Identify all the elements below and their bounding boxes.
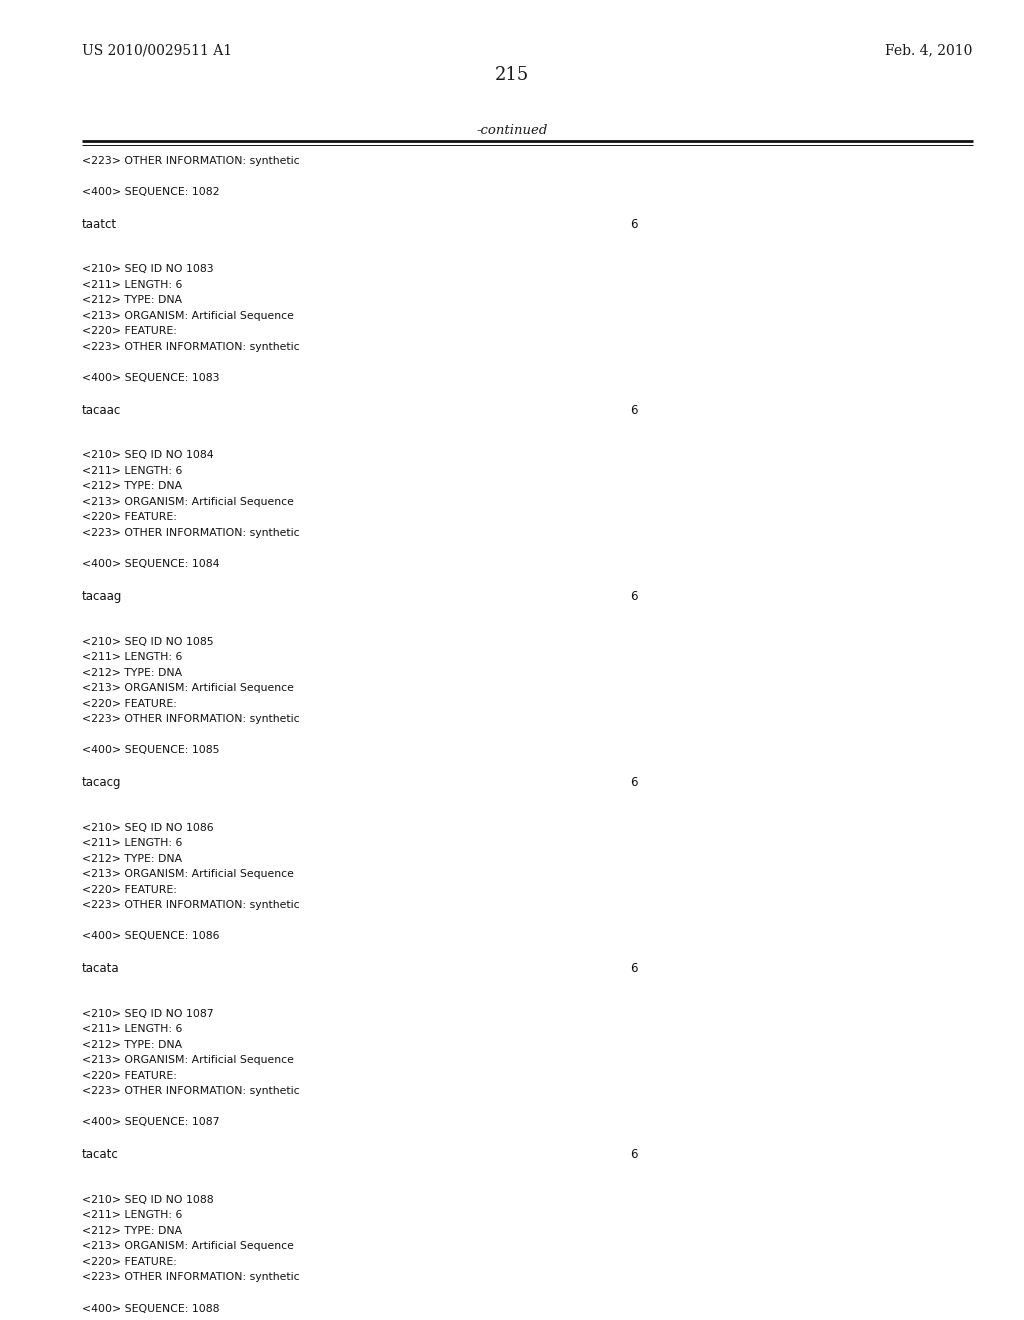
Text: <210> SEQ ID NO 1083: <210> SEQ ID NO 1083 [82, 264, 214, 275]
Text: 6: 6 [630, 590, 637, 603]
Text: 215: 215 [495, 66, 529, 84]
Text: <400> SEQUENCE: 1086: <400> SEQUENCE: 1086 [82, 932, 219, 941]
Text: <212> TYPE: DNA: <212> TYPE: DNA [82, 296, 182, 305]
Text: <210> SEQ ID NO 1087: <210> SEQ ID NO 1087 [82, 1008, 214, 1019]
Text: tacaac: tacaac [82, 404, 121, 417]
Text: <400> SEQUENCE: 1088: <400> SEQUENCE: 1088 [82, 1304, 219, 1313]
Text: <220> FEATURE:: <220> FEATURE: [82, 698, 177, 709]
Text: <223> OTHER INFORMATION: synthetic: <223> OTHER INFORMATION: synthetic [82, 528, 300, 539]
Text: <212> TYPE: DNA: <212> TYPE: DNA [82, 1040, 182, 1049]
Text: <223> OTHER INFORMATION: synthetic: <223> OTHER INFORMATION: synthetic [82, 714, 300, 725]
Text: <211> LENGTH: 6: <211> LENGTH: 6 [82, 1024, 182, 1035]
Text: <210> SEQ ID NO 1085: <210> SEQ ID NO 1085 [82, 636, 214, 647]
Text: taatct: taatct [82, 218, 117, 231]
Text: US 2010/0029511 A1: US 2010/0029511 A1 [82, 44, 232, 58]
Text: <400> SEQUENCE: 1083: <400> SEQUENCE: 1083 [82, 374, 219, 383]
Text: <400> SEQUENCE: 1082: <400> SEQUENCE: 1082 [82, 187, 219, 197]
Text: <210> SEQ ID NO 1088: <210> SEQ ID NO 1088 [82, 1195, 214, 1205]
Text: <213> ORGANISM: Artificial Sequence: <213> ORGANISM: Artificial Sequence [82, 1056, 294, 1065]
Text: <212> TYPE: DNA: <212> TYPE: DNA [82, 1226, 182, 1236]
Text: tacaag: tacaag [82, 590, 122, 603]
Text: Feb. 4, 2010: Feb. 4, 2010 [886, 44, 973, 58]
Text: <220> FEATURE:: <220> FEATURE: [82, 1257, 177, 1267]
Text: <213> ORGANISM: Artificial Sequence: <213> ORGANISM: Artificial Sequence [82, 870, 294, 879]
Text: <223> OTHER INFORMATION: synthetic: <223> OTHER INFORMATION: synthetic [82, 342, 300, 352]
Text: <212> TYPE: DNA: <212> TYPE: DNA [82, 854, 182, 863]
Text: 6: 6 [630, 776, 637, 789]
Text: <213> ORGANISM: Artificial Sequence: <213> ORGANISM: Artificial Sequence [82, 1242, 294, 1251]
Text: <211> LENGTH: 6: <211> LENGTH: 6 [82, 466, 182, 477]
Text: <211> LENGTH: 6: <211> LENGTH: 6 [82, 838, 182, 849]
Text: <223> OTHER INFORMATION: synthetic: <223> OTHER INFORMATION: synthetic [82, 900, 300, 911]
Text: <220> FEATURE:: <220> FEATURE: [82, 1071, 177, 1081]
Text: tacacg: tacacg [82, 776, 122, 789]
Text: <400> SEQUENCE: 1085: <400> SEQUENCE: 1085 [82, 746, 219, 755]
Text: 6: 6 [630, 962, 637, 975]
Text: <211> LENGTH: 6: <211> LENGTH: 6 [82, 1210, 182, 1221]
Text: tacata: tacata [82, 962, 120, 975]
Text: <212> TYPE: DNA: <212> TYPE: DNA [82, 668, 182, 677]
Text: <220> FEATURE:: <220> FEATURE: [82, 512, 177, 523]
Text: <211> LENGTH: 6: <211> LENGTH: 6 [82, 280, 182, 290]
Text: <210> SEQ ID NO 1086: <210> SEQ ID NO 1086 [82, 822, 214, 833]
Text: -continued: -continued [476, 124, 548, 137]
Text: <400> SEQUENCE: 1087: <400> SEQUENCE: 1087 [82, 1118, 219, 1127]
Text: <213> ORGANISM: Artificial Sequence: <213> ORGANISM: Artificial Sequence [82, 498, 294, 507]
Text: <213> ORGANISM: Artificial Sequence: <213> ORGANISM: Artificial Sequence [82, 684, 294, 693]
Text: <223> OTHER INFORMATION: synthetic: <223> OTHER INFORMATION: synthetic [82, 1272, 300, 1283]
Text: <223> OTHER INFORMATION: synthetic: <223> OTHER INFORMATION: synthetic [82, 156, 300, 166]
Text: tacatc: tacatc [82, 1148, 119, 1162]
Text: <220> FEATURE:: <220> FEATURE: [82, 884, 177, 895]
Text: <223> OTHER INFORMATION: synthetic: <223> OTHER INFORMATION: synthetic [82, 1086, 300, 1097]
Text: <213> ORGANISM: Artificial Sequence: <213> ORGANISM: Artificial Sequence [82, 312, 294, 321]
Text: <220> FEATURE:: <220> FEATURE: [82, 326, 177, 337]
Text: 6: 6 [630, 218, 637, 231]
Text: <210> SEQ ID NO 1084: <210> SEQ ID NO 1084 [82, 450, 214, 461]
Text: <400> SEQUENCE: 1084: <400> SEQUENCE: 1084 [82, 560, 219, 569]
Text: <211> LENGTH: 6: <211> LENGTH: 6 [82, 652, 182, 663]
Text: 6: 6 [630, 404, 637, 417]
Text: 6: 6 [630, 1148, 637, 1162]
Text: <212> TYPE: DNA: <212> TYPE: DNA [82, 482, 182, 491]
